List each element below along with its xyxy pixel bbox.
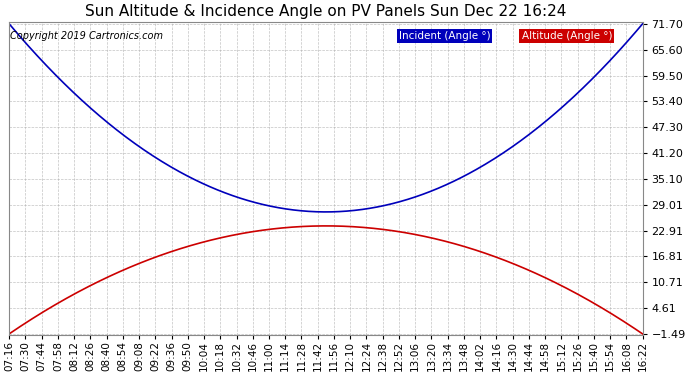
Title: Sun Altitude & Incidence Angle on PV Panels Sun Dec 22 16:24: Sun Altitude & Incidence Angle on PV Pan… — [85, 4, 566, 19]
Text: Altitude (Angle °): Altitude (Angle °) — [522, 31, 612, 41]
Text: Incident (Angle °): Incident (Angle °) — [399, 31, 491, 41]
Text: Copyright 2019 Cartronics.com: Copyright 2019 Cartronics.com — [10, 31, 164, 41]
